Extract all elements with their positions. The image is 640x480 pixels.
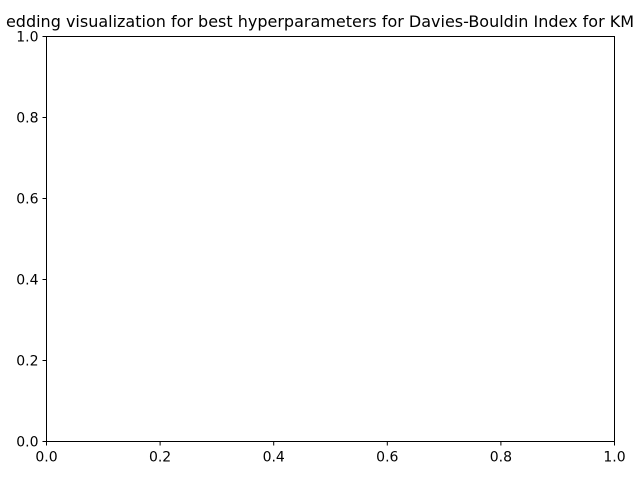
x-tick-label: 1.0 (603, 450, 625, 466)
y-tick-label: 0.4 (16, 273, 38, 289)
x-axis: 0.0 0.2 0.4 0.6 0.8 1.0 (35, 441, 626, 466)
y-tick-label: 0.0 (16, 435, 38, 451)
plot-frame (46, 36, 615, 442)
x-tick-label: 0.0 (35, 450, 57, 466)
x-tick-label: 0.6 (376, 450, 398, 466)
x-tick-label: 0.4 (263, 450, 285, 466)
y-axis: 0.0 0.2 0.4 0.6 0.8 1.0 (16, 30, 47, 451)
y-tick-label: 1.0 (16, 30, 38, 46)
y-tick-label: 0.6 (16, 192, 38, 208)
y-tick-label: 0.8 (16, 111, 38, 127)
y-tick-label: 0.2 (16, 354, 38, 370)
x-tick-label: 0.8 (490, 450, 512, 466)
x-tick-label: 0.2 (149, 450, 171, 466)
chart-title: edding visualization for best hyperparam… (6, 12, 634, 31)
